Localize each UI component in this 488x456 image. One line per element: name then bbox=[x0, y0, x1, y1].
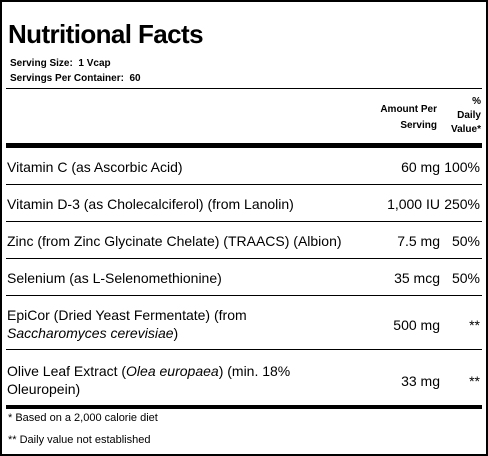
nutrient-daily-value: ** bbox=[469, 373, 480, 389]
nutrient-name-part: ) (min. 18% bbox=[218, 363, 291, 379]
panel-title: Nutritional Facts bbox=[8, 19, 204, 49]
serving-size-label: Serving Size: bbox=[10, 58, 73, 69]
divider-thick bbox=[6, 143, 482, 148]
nutrient-amount: 33 mg bbox=[401, 373, 440, 389]
nutrient-name: Vitamin C (as Ascorbic Acid) bbox=[7, 159, 183, 175]
serving-size: Serving Size: 1 Vcap bbox=[10, 57, 111, 71]
footnote-calorie: * Based on a 2,000 calorie diet bbox=[8, 412, 158, 424]
footnote-daily-value: ** Daily value not established bbox=[8, 434, 151, 446]
nutrient-daily-value: 250% bbox=[444, 196, 480, 212]
nutrient-daily-value: 50% bbox=[451, 270, 480, 286]
nutrient-name-part: ) bbox=[173, 325, 179, 341]
nutrient-amount: 1,000 IU bbox=[387, 196, 440, 212]
nutrient-amount: 500 mg bbox=[393, 317, 440, 333]
dv-header-line2: Daily bbox=[457, 110, 481, 121]
nutrient-row: Zinc (from Zinc Glycinate Chelate) (TRAA… bbox=[6, 222, 482, 259]
nutrient-name: EpiCor (Dried Yeast Fermentate) (from Sa… bbox=[7, 306, 247, 342]
nutrient-name-latin: Olea europaea bbox=[126, 363, 219, 379]
dv-header-line3: Value* bbox=[450, 124, 481, 135]
amount-per-serving-header: Amount Per Serving bbox=[380, 103, 437, 132]
nutrient-daily-value: 50% bbox=[451, 233, 480, 249]
nutrient-row: Selenium (as L-Selenomethionine) 35 mcg … bbox=[6, 259, 482, 296]
nutrient-name: Zinc (from Zinc Glycinate Chelate) (TRAA… bbox=[7, 233, 342, 249]
nutrient-amount: 35 mcg bbox=[394, 270, 440, 286]
divider-footer bbox=[6, 405, 482, 409]
dv-header-line1: % bbox=[472, 96, 481, 107]
divider-thin bbox=[6, 88, 482, 89]
nutrient-row: EpiCor (Dried Yeast Fermentate) (from Sa… bbox=[6, 296, 482, 350]
nutrient-row: Olive Leaf Extract (Olea europaea) (min.… bbox=[6, 350, 482, 406]
nutrient-row: Vitamin C (as Ascorbic Acid) 60 mg 100% bbox=[6, 148, 482, 185]
amount-header-line2: Serving bbox=[400, 120, 437, 131]
nutrient-name: Olive Leaf Extract (Olea europaea) (min.… bbox=[7, 362, 290, 398]
amount-header-line1: Amount Per bbox=[380, 104, 437, 115]
nutrient-row: Vitamin D-3 (as Cholecalciferol) (from L… bbox=[6, 185, 482, 222]
nutrient-name-part: EpiCor (Dried Yeast Fermentate) (from bbox=[7, 307, 247, 323]
nutrient-name: Vitamin D-3 (as Cholecalciferol) (from L… bbox=[7, 196, 294, 212]
nutrient-daily-value: ** bbox=[469, 317, 480, 333]
nutrient-name-latin: Saccharomyces cerevisiae bbox=[7, 325, 174, 341]
nutrient-name-part: Olive Leaf Extract ( bbox=[7, 363, 127, 379]
nutrient-daily-value: 100% bbox=[444, 159, 480, 175]
nutrient-name-part: Oleuropein) bbox=[7, 381, 81, 397]
serving-size-value: 1 Vcap bbox=[78, 58, 111, 69]
servings-per-container-value: 60 bbox=[129, 73, 141, 84]
servings-per-container: Servings Per Container: 60 bbox=[10, 72, 141, 86]
nutrient-name: Selenium (as L-Selenomethionine) bbox=[7, 270, 222, 286]
nutrient-amount: 60 mg bbox=[401, 159, 440, 175]
nutrient-amount: 7.5 mg bbox=[397, 233, 440, 249]
daily-value-header: % Daily Value* bbox=[451, 95, 481, 136]
servings-per-container-label: Servings Per Container: bbox=[10, 73, 124, 84]
